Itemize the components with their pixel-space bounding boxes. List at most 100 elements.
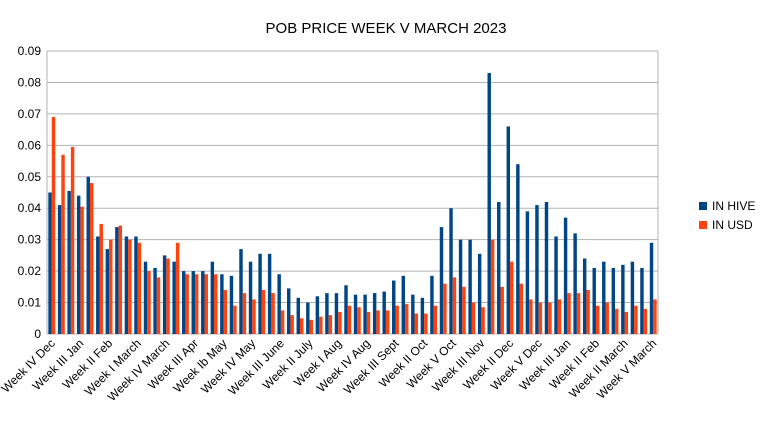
bar bbox=[519, 283, 524, 334]
bar bbox=[280, 310, 285, 334]
bar bbox=[573, 233, 577, 334]
bar bbox=[366, 311, 371, 334]
legend-swatch bbox=[699, 221, 707, 229]
chart-title: POB PRICE WEEK V MARCH 2023 bbox=[266, 20, 507, 37]
bar bbox=[344, 285, 348, 334]
bar bbox=[162, 255, 167, 334]
bar bbox=[471, 302, 476, 334]
bar bbox=[586, 289, 590, 334]
bar bbox=[128, 239, 132, 334]
bar bbox=[172, 261, 176, 334]
bar bbox=[239, 249, 243, 334]
bar bbox=[468, 239, 472, 334]
bar bbox=[567, 293, 571, 334]
bar bbox=[306, 302, 310, 334]
bar bbox=[630, 261, 635, 334]
bar bbox=[89, 183, 94, 334]
bar bbox=[353, 294, 358, 334]
bar bbox=[134, 236, 138, 334]
bar bbox=[118, 225, 123, 334]
bar bbox=[401, 275, 406, 334]
legend-label: IN USD bbox=[712, 218, 753, 232]
y-tick-label: 0.09 bbox=[18, 44, 42, 58]
bar bbox=[185, 274, 189, 334]
bar bbox=[99, 223, 103, 334]
bar bbox=[76, 195, 81, 334]
bar bbox=[57, 205, 62, 334]
bar bbox=[506, 126, 511, 334]
bar bbox=[576, 293, 581, 334]
bar bbox=[252, 299, 256, 334]
bar bbox=[449, 208, 453, 334]
bar bbox=[242, 293, 247, 334]
bar bbox=[299, 318, 304, 334]
bar bbox=[175, 242, 180, 334]
bar bbox=[392, 280, 396, 334]
y-tick-label: 0.03 bbox=[18, 233, 42, 247]
bar bbox=[210, 261, 215, 334]
bar bbox=[51, 117, 56, 335]
bar bbox=[328, 315, 333, 334]
bar bbox=[258, 253, 262, 334]
bar bbox=[48, 192, 52, 334]
bar bbox=[385, 310, 390, 334]
bar bbox=[156, 277, 161, 334]
bar bbox=[611, 267, 616, 334]
y-tick-label: 0.08 bbox=[18, 75, 42, 89]
bar bbox=[544, 201, 549, 334]
bar bbox=[490, 239, 495, 334]
bar bbox=[372, 293, 377, 334]
bar bbox=[67, 190, 71, 334]
bar bbox=[80, 206, 84, 334]
bar bbox=[261, 289, 266, 334]
bar bbox=[309, 319, 313, 334]
bar bbox=[319, 316, 323, 334]
bar bbox=[229, 275, 234, 334]
bar bbox=[105, 249, 110, 334]
y-tick-label: 0 bbox=[34, 327, 41, 341]
bar bbox=[510, 261, 514, 334]
bar bbox=[548, 302, 552, 334]
bar bbox=[563, 217, 568, 334]
bar bbox=[395, 305, 399, 334]
bar bbox=[376, 310, 380, 334]
bar bbox=[267, 253, 272, 334]
bar bbox=[357, 307, 361, 334]
bar bbox=[443, 283, 447, 334]
bar bbox=[615, 308, 619, 334]
bar bbox=[529, 299, 533, 334]
bar bbox=[439, 227, 444, 334]
bar bbox=[592, 267, 596, 334]
bar bbox=[649, 242, 654, 334]
bar bbox=[497, 201, 501, 334]
bar bbox=[643, 308, 648, 334]
bar bbox=[433, 305, 438, 334]
bar bbox=[653, 299, 657, 334]
bar bbox=[223, 289, 228, 334]
bar bbox=[481, 307, 485, 334]
bar bbox=[424, 313, 428, 334]
bar bbox=[420, 297, 425, 334]
bar bbox=[338, 311, 342, 334]
bar bbox=[201, 271, 205, 334]
bar bbox=[477, 253, 482, 334]
y-tick-label: 0.05 bbox=[18, 170, 42, 184]
bar bbox=[86, 176, 90, 334]
bar bbox=[535, 205, 539, 334]
bar bbox=[405, 304, 409, 334]
y-tick-label: 0.02 bbox=[18, 264, 42, 278]
bar bbox=[538, 302, 543, 334]
bar bbox=[382, 291, 386, 334]
bar bbox=[525, 211, 530, 334]
bar bbox=[347, 305, 352, 334]
bar bbox=[115, 227, 119, 334]
bar bbox=[109, 239, 113, 334]
bar bbox=[290, 315, 294, 334]
bar bbox=[96, 236, 100, 334]
bar bbox=[411, 294, 415, 334]
bar bbox=[137, 242, 142, 334]
bar bbox=[462, 286, 466, 334]
bar bbox=[605, 302, 609, 334]
bar bbox=[248, 261, 253, 334]
y-tick-label: 0.07 bbox=[18, 107, 42, 121]
